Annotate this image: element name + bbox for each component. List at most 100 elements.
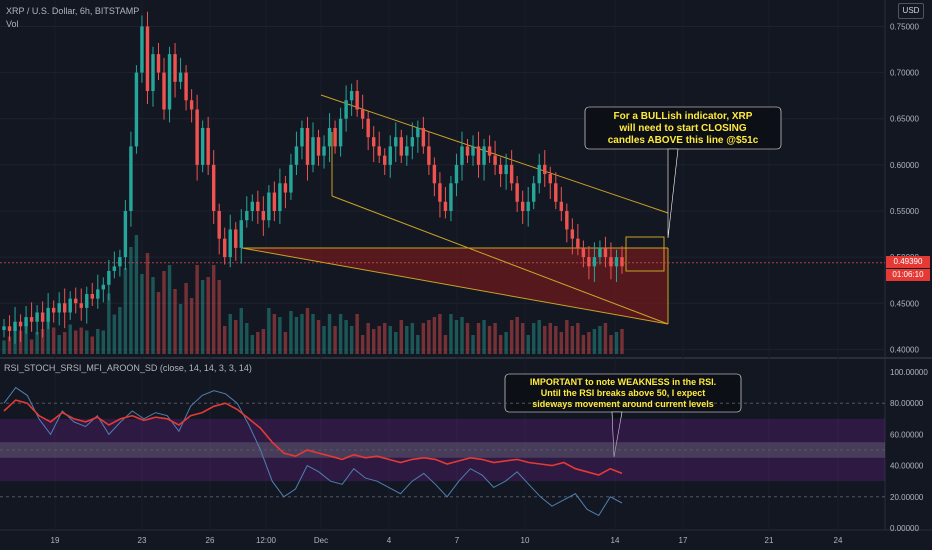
time-tick-label: 14 [611,536,620,545]
volume-bar [471,335,475,354]
volume-bar [476,323,481,354]
last-price-tag: 0.49390 [886,256,930,268]
currency-button[interactable]: USD [898,3,924,19]
volume-bar [316,320,321,354]
candle-body [79,303,83,308]
candle-body [333,127,337,147]
candle-body [129,146,133,211]
volume-bar [228,314,232,354]
volume-bar [548,323,552,354]
candle-body [228,229,232,258]
candle-body [537,164,541,184]
volume-bar [587,332,591,354]
candle-body [377,146,381,156]
volume-bar [482,320,486,354]
symbol-title[interactable]: XRP / U.S. Dollar, 6h, BITSTAMP [6,6,140,16]
stoch-line [3,386,623,517]
candle-body [581,247,586,258]
candle-body [7,326,12,331]
volume-bar [96,329,100,354]
candle-body [305,127,310,165]
volume-bar [449,314,453,354]
rsi-tick-label: 60.00000 [890,430,924,439]
volume-bar [338,314,343,354]
volume-bar [62,332,67,354]
candle-body [145,26,150,92]
volume-bar [399,320,403,354]
candle-body [360,109,365,119]
rsi-callout: IMPORTANT to note WEAKNESS in the RSI. U… [529,377,717,409]
rsi-tick-label: 100.00000 [890,368,928,377]
focus-box [625,236,665,272]
candle-body [178,72,183,82]
candle-body [195,109,199,165]
candle-body [151,54,155,92]
rsi-tick-label: 40.00000 [890,462,924,471]
channel-lower [331,195,669,325]
volume-bar [51,327,56,354]
volume-bar [570,326,575,354]
indicator-title[interactable]: RSI_STOCH_SRSI_MFI_AROON_SD (close, 14, … [4,363,252,373]
candle-body [559,201,564,211]
bullish-callout-box [584,106,782,150]
volume-bar [145,253,150,354]
volume-bar [554,326,558,354]
candle-body [471,146,475,156]
candle-body [96,289,100,299]
candle-body [40,312,45,322]
price-tick-label: 0.60000 [890,161,919,170]
volume-bar [162,271,166,354]
countdown-tag: 01:06:10 [886,269,930,281]
candle-body [311,137,315,165]
candle-body [261,210,266,221]
volume-bar [29,339,34,354]
candle-body [29,317,34,322]
volume-bar [261,329,266,354]
time-tick-label: 19 [51,536,60,545]
volume-bar [405,326,409,354]
trend-overlay [0,94,885,325]
candle-body [460,146,464,165]
volume-bar [68,324,72,354]
volume-bar [79,327,83,354]
price-tick-label: 0.40000 [890,345,919,354]
volume-bar [620,329,624,354]
volume-bar [151,277,155,354]
volume-bar [46,321,50,354]
candle-body [609,257,613,267]
volume-bar [371,329,376,354]
candle-body [427,146,431,165]
volume-bar [465,323,470,354]
volume-bar [200,280,205,354]
candle-body [405,146,409,156]
volume-bar [377,326,381,354]
volume-bar [543,326,547,354]
candle-body [515,183,519,202]
volume-bar [559,332,564,354]
rsi-pane [0,373,885,517]
volume-bar [355,314,359,354]
volume-bar [57,335,61,354]
volume-bar [454,320,459,354]
volume-bar [438,314,442,354]
candle-body [316,137,321,156]
candle-body [410,137,415,147]
volume-bar [289,311,293,354]
candle-body [487,146,492,156]
candle-body [167,54,172,110]
volume-bar [504,332,508,354]
rsi-callout-pointer [611,411,623,458]
volume-bar [509,320,514,354]
candle-body [449,183,453,211]
candle-body [322,146,326,156]
candle-body [267,192,271,221]
candle-body [134,72,139,147]
volume-bar [432,317,437,354]
volume-bar [129,247,133,354]
volume-bar [24,323,28,354]
volume-bar [101,330,106,354]
volume-bar [223,326,227,354]
time-tick-label: 23 [138,536,147,545]
candle-body [587,257,591,267]
